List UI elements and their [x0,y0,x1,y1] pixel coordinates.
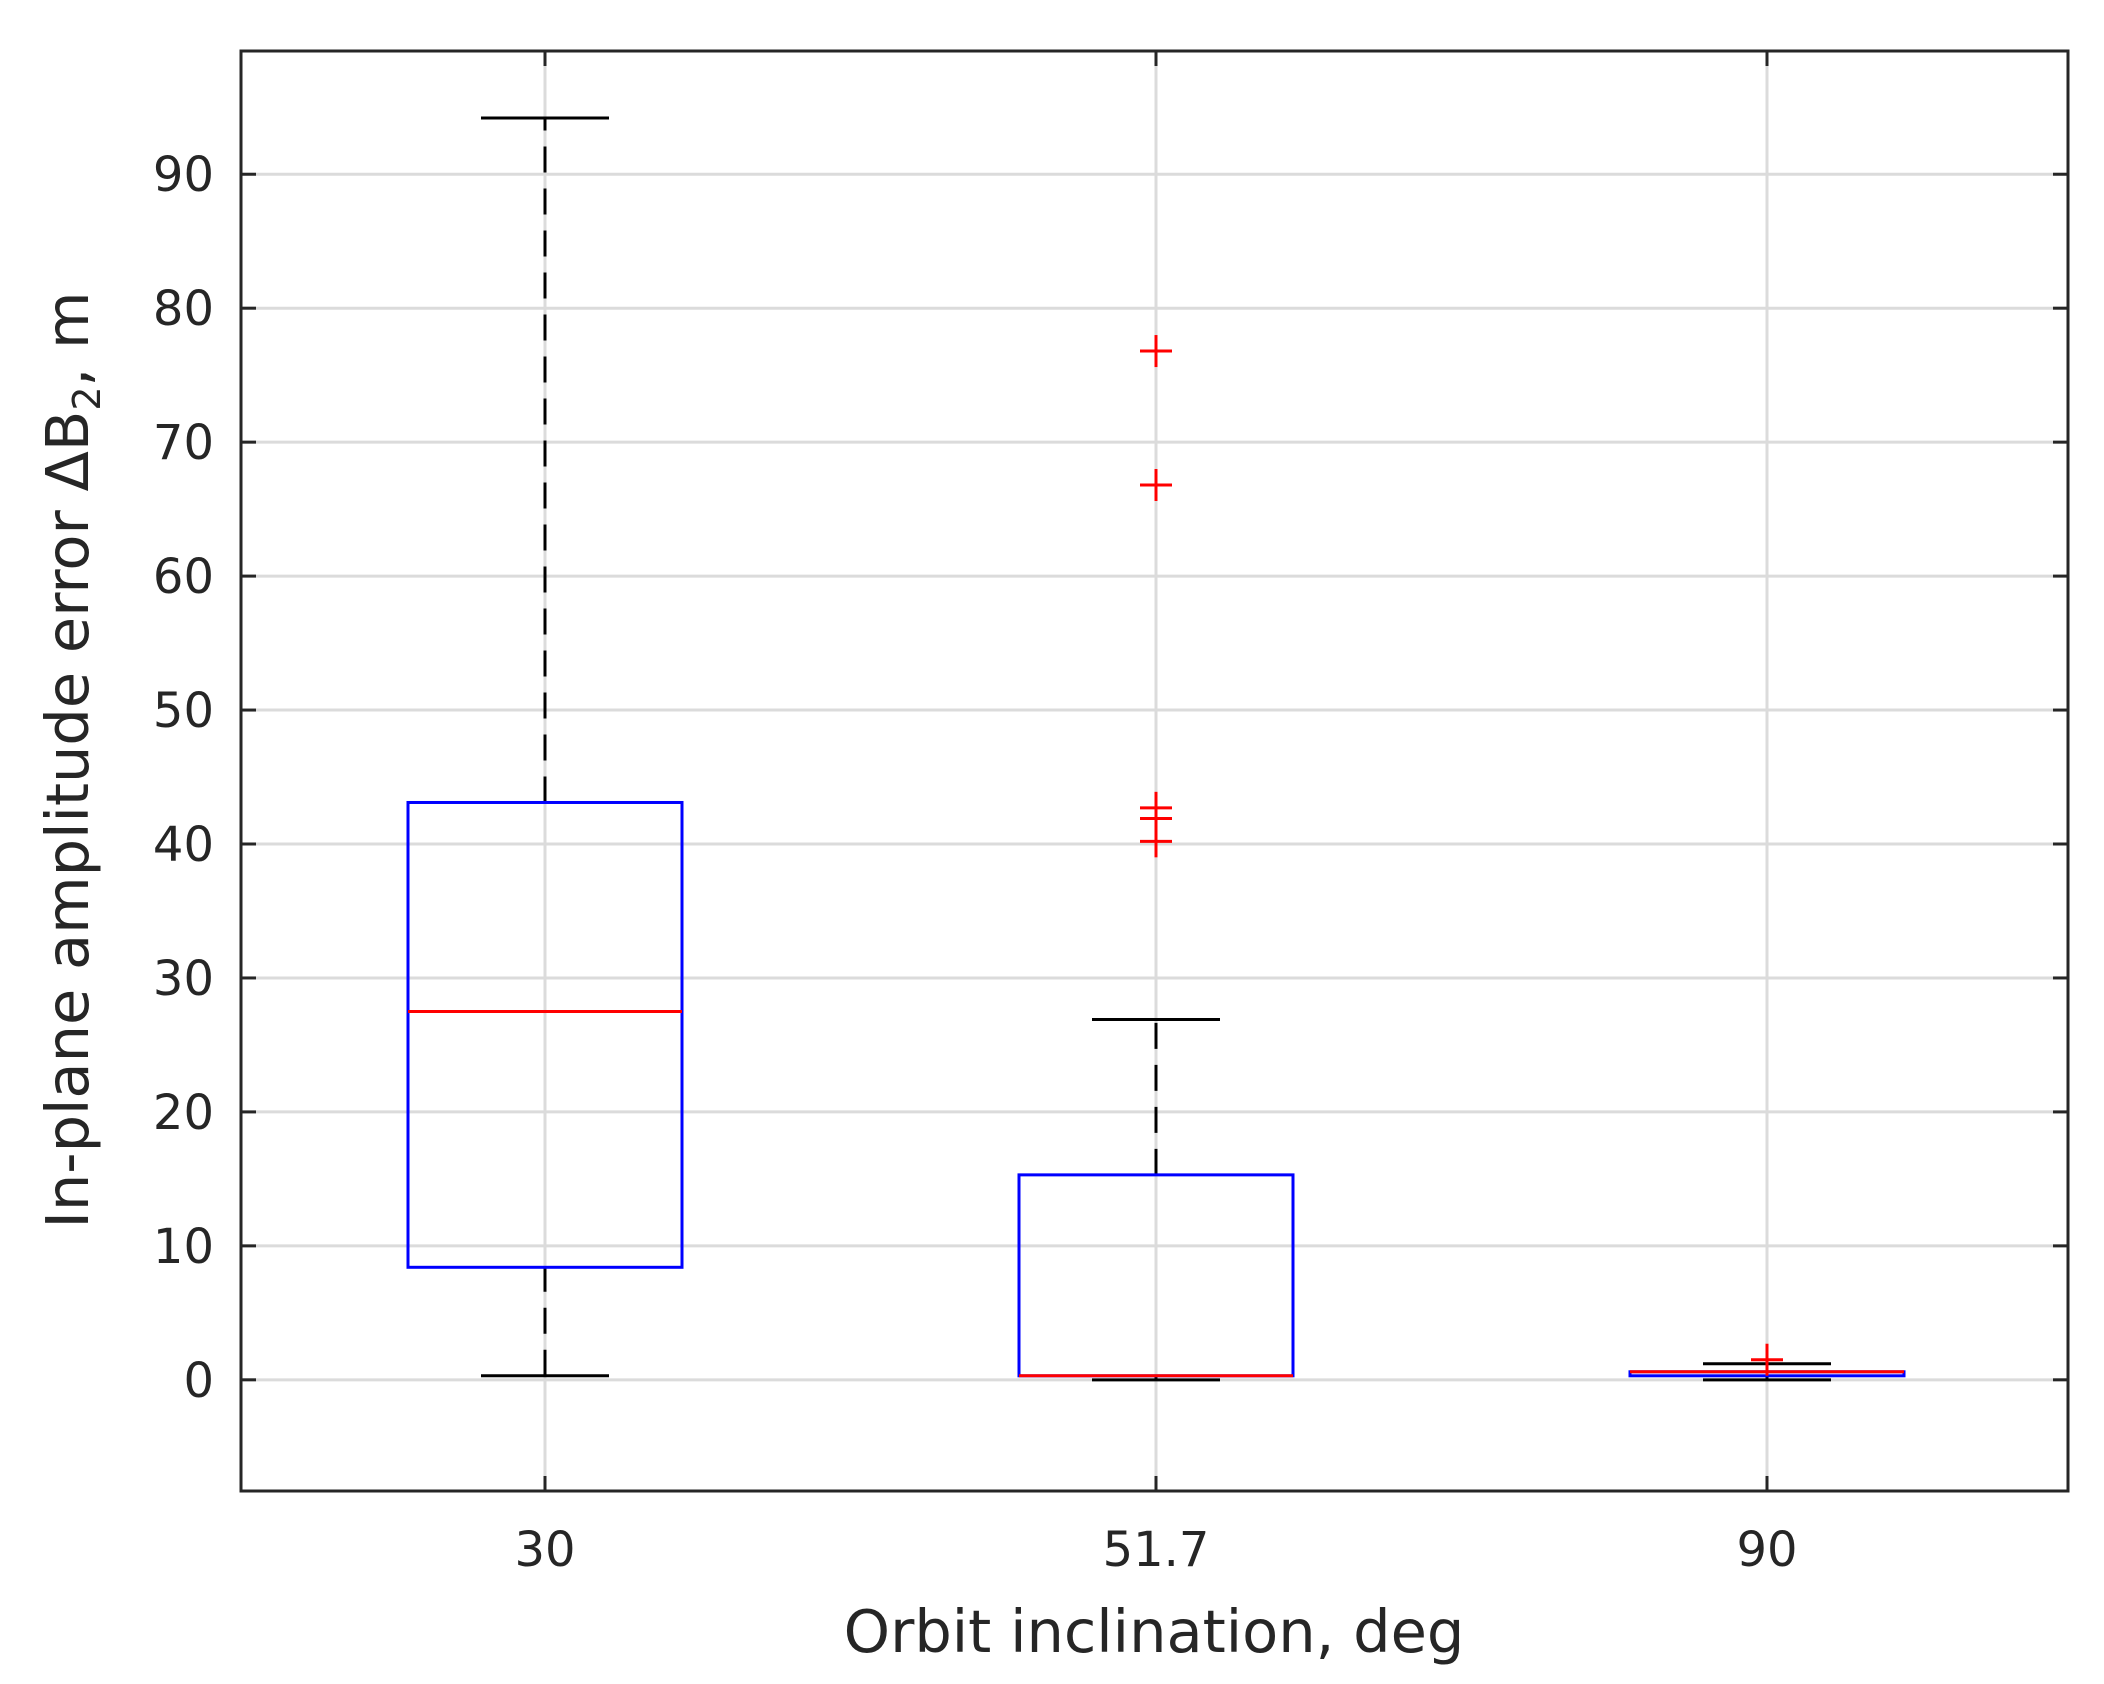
x-tick-label: 51.7 [1103,1522,1210,1578]
box-group-30 [406,116,684,1378]
y-axis-title-main: In-plane amplitude error ΔB [33,411,102,1229]
y-tick-label: 30 [153,951,214,1007]
outlier-marker [1140,469,1172,502]
iqr-box [406,800,684,1269]
x-axis-title: Orbit inclination, deg [844,1597,1465,1666]
y-tick-label: 70 [153,415,214,471]
y-axis-title: In-plane amplitude error ΔB2, m [33,291,109,1228]
y-axis-title-subscript: 2 [65,386,109,410]
box-group-90 [1628,1343,1906,1382]
y-tick-label: 60 [153,549,214,605]
y-tick-label: 90 [153,147,214,203]
tick-labels: 0 10 20 30 40 50 60 70 80 90 30 51.7 90 [153,147,1798,1578]
y-tick-label: 10 [153,1219,214,1275]
y-tick-label: 80 [153,281,214,337]
y-axis-title-unit: , m [33,291,102,386]
plot-area [406,116,1906,1382]
y-tick-label: 0 [183,1353,214,1409]
outlier-marker [1140,791,1172,824]
axes [239,49,2070,1493]
outlier-marker [1751,1343,1783,1376]
axes-frame [239,49,2070,1493]
x-tick-label: 90 [1736,1522,1797,1578]
y-tick-label: 40 [153,817,214,873]
x-tick-label: 30 [514,1522,575,1578]
y-tick-label: 20 [153,1085,214,1141]
box-group-51-7 [1017,335,1295,1382]
outlier-marker [1140,335,1172,368]
y-tick-label: 50 [153,683,214,739]
